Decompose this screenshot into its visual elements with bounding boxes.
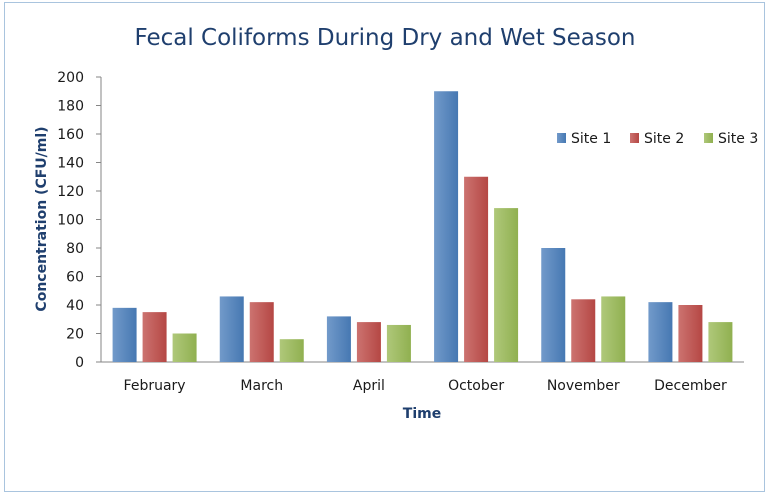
bar-site-2-march bbox=[249, 302, 274, 362]
bar-site-3-february bbox=[172, 333, 197, 362]
y-tick-label: 40 bbox=[66, 298, 84, 314]
y-tick-label: 80 bbox=[66, 241, 84, 257]
bar-site-1-december bbox=[648, 302, 673, 362]
bar-site-1-february bbox=[112, 307, 137, 362]
x-tick-label: March bbox=[240, 378, 283, 394]
bar-site-2-december bbox=[678, 305, 703, 362]
legend-swatch bbox=[557, 133, 566, 143]
bars bbox=[112, 91, 733, 362]
x-ticks: February March April October November Decembe… bbox=[124, 378, 727, 394]
y-axis-label: Concentration (CFU/ml) bbox=[34, 126, 50, 311]
bar-site-3-december bbox=[708, 322, 733, 362]
x-tick-label: February bbox=[124, 378, 186, 394]
bar-site-1-march bbox=[219, 296, 244, 362]
x-tick-label: April bbox=[353, 378, 385, 394]
legend: Site 1 Site 2 Site 3 bbox=[557, 131, 758, 147]
y-tick-label: 120 bbox=[57, 184, 84, 200]
bar-site-1-april bbox=[326, 316, 351, 362]
bar-site-1-october bbox=[434, 91, 459, 362]
bar-site-3-november bbox=[601, 296, 626, 362]
y-ticks: 0 20 40 60 80 100 120 140 160 180 200 bbox=[57, 70, 101, 371]
bar-site-3-march bbox=[279, 339, 304, 362]
bar-site-2-february bbox=[142, 312, 167, 362]
legend-label: Site 2 bbox=[644, 131, 684, 147]
legend-label: Site 3 bbox=[718, 131, 758, 147]
y-tick-label: 0 bbox=[75, 355, 84, 371]
y-tick-label: 20 bbox=[66, 327, 84, 343]
y-tick-label: 140 bbox=[57, 156, 84, 172]
bar-site-2-april bbox=[356, 322, 381, 362]
bar-site-2-october bbox=[464, 176, 489, 362]
bar-site-1-november bbox=[541, 248, 566, 362]
y-tick-label: 100 bbox=[57, 213, 84, 229]
chart-frame bbox=[4, 2, 765, 492]
y-tick-label: 60 bbox=[66, 270, 84, 286]
x-tick-label: October bbox=[448, 378, 504, 394]
y-tick-label: 160 bbox=[57, 127, 84, 143]
y-tick-label: 180 bbox=[57, 99, 84, 115]
x-tick-label: December bbox=[654, 378, 727, 394]
bar-site-3-october bbox=[494, 208, 519, 362]
legend-swatch bbox=[630, 133, 639, 143]
legend-label: Site 1 bbox=[571, 131, 611, 147]
bar-site-3-april bbox=[386, 324, 411, 362]
legend-swatch bbox=[704, 133, 713, 143]
x-tick-label: November bbox=[547, 378, 620, 394]
x-axis-label: Time bbox=[403, 406, 441, 422]
y-tick-label: 200 bbox=[57, 70, 84, 86]
chart-title: Fecal Coliforms During Dry and Wet Seaso… bbox=[134, 25, 635, 51]
bar-site-2-november bbox=[571, 299, 596, 362]
